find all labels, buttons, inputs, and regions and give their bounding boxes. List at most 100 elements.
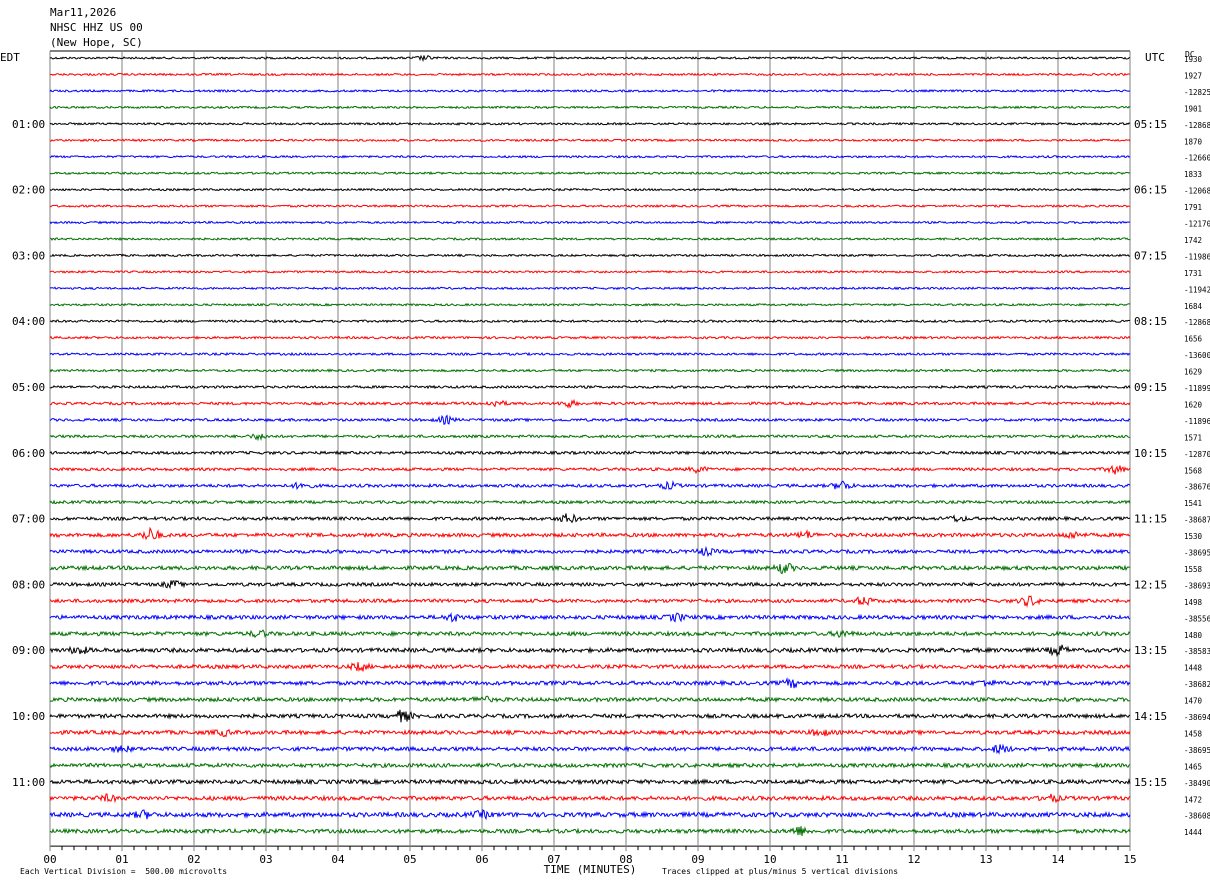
dc-offset-label: -38608 <box>1184 812 1210 821</box>
seismic-trace <box>49 743 1131 755</box>
utc-hour-label: 05:15 <box>1134 118 1167 131</box>
x-tick-label: 14 <box>1051 853 1065 866</box>
seismic-trace <box>49 513 1131 524</box>
seismic-trace <box>49 236 1131 241</box>
seismic-trace <box>49 793 1131 804</box>
x-tick-label: 04 <box>331 853 345 866</box>
dc-offset-label: 1465 <box>1184 762 1202 771</box>
seismic-trace <box>49 335 1131 340</box>
dc-offset-label: 1620 <box>1184 400 1203 409</box>
x-tick-label: 13 <box>979 853 992 866</box>
header-block: Mar11,2026 NHSC HHZ US 00 (New Hope, SC) <box>50 5 143 50</box>
seismic-trace <box>49 526 1131 541</box>
edt-hour-label: 02:00 <box>12 184 45 197</box>
seismic-trace <box>49 595 1131 608</box>
dc-offset-label: -38490 <box>1184 779 1210 788</box>
seismic-trace <box>49 778 1131 786</box>
utc-hour-label: 13:15 <box>1134 644 1167 657</box>
dc-offset-label: 1558 <box>1184 565 1203 574</box>
seismic-trace <box>49 629 1131 639</box>
dc-offset-label: -11942 <box>1184 285 1210 294</box>
dc-offset-label: -38556 <box>1184 614 1210 623</box>
dc-offset-label: -12660 <box>1184 154 1210 163</box>
utc-hour-label: 11:15 <box>1134 513 1167 526</box>
seismic-trace <box>49 450 1131 456</box>
edt-hour-label: 10:00 <box>12 710 45 723</box>
dc-offset-label: -38695 <box>1184 746 1210 755</box>
dc-offset-label: 1571 <box>1184 433 1202 442</box>
dc-offset-label: -12870 <box>1184 450 1210 459</box>
utc-hour-label: 15:15 <box>1134 776 1167 789</box>
dc-offset-label: 1480 <box>1184 631 1203 640</box>
x-tick-label: 06 <box>475 853 488 866</box>
dc-offset-label: 1458 <box>1184 729 1203 738</box>
seismic-trace <box>49 826 1131 836</box>
dc-offset-label: 1930 <box>1184 55 1203 64</box>
dc-offset-label: -38687 <box>1184 516 1210 525</box>
edt-hour-label: 11:00 <box>12 776 45 789</box>
seismic-trace <box>49 72 1131 77</box>
seismic-trace <box>49 269 1131 274</box>
seismic-trace <box>49 809 1131 821</box>
edt-hour-label: 07:00 <box>12 513 45 526</box>
seismic-trace <box>49 302 1131 307</box>
seismic-trace <box>49 414 1131 425</box>
dc-offset-label: -12068 <box>1184 187 1210 196</box>
seismic-trace <box>49 286 1131 291</box>
x-tick-label: 01 <box>115 853 128 866</box>
seismic-trace <box>49 253 1131 258</box>
seismic-trace <box>49 695 1131 704</box>
utc-hour-label: 14:15 <box>1134 710 1167 723</box>
dc-offset-label: 1742 <box>1184 236 1202 245</box>
seismic-trace <box>49 319 1131 324</box>
dc-offset-label: -38583 <box>1184 647 1210 656</box>
seismic-traces <box>49 54 1131 836</box>
seismic-trace <box>49 612 1131 623</box>
seismic-trace <box>49 676 1131 689</box>
dc-offset-label: 1731 <box>1184 269 1202 278</box>
edt-axis-label: EDT <box>0 51 20 64</box>
seismic-trace <box>49 662 1131 673</box>
seismic-trace <box>49 433 1131 442</box>
seismic-trace <box>49 384 1131 390</box>
dc-offset-label: 1472 <box>1184 795 1202 804</box>
x-tick-label: 15 <box>1123 853 1136 866</box>
edt-hour-label: 06:00 <box>12 447 45 460</box>
dc-offset-label: 1568 <box>1184 466 1203 475</box>
edt-hour-label: 09:00 <box>12 644 45 657</box>
dc-offset-label: -38693 <box>1184 581 1210 590</box>
utc-hour-label: 08:15 <box>1134 315 1167 328</box>
seismic-trace <box>49 464 1131 475</box>
clip-note: Traces clipped at plus/minus 5 vertical … <box>662 867 899 876</box>
seismic-trace <box>49 709 1131 723</box>
seismic-trace <box>49 644 1131 658</box>
utc-hour-label: 09:15 <box>1134 381 1167 394</box>
seismic-trace <box>49 54 1131 62</box>
x-tick-label: 10 <box>763 853 776 866</box>
seismic-trace <box>49 154 1131 159</box>
dc-column-label: DC <box>1185 50 1195 59</box>
dc-offset-label: 1498 <box>1184 598 1203 607</box>
dc-offset-label: 1927 <box>1184 71 1202 80</box>
x-tick-label: 02 <box>187 853 200 866</box>
seismic-trace <box>49 220 1131 225</box>
dc-offset-label: -12170 <box>1184 220 1210 229</box>
x-tick-label: 09 <box>691 853 704 866</box>
utc-hour-label: 06:15 <box>1134 184 1167 197</box>
dc-offset-label: 1629 <box>1184 368 1202 377</box>
edt-hour-label: 03:00 <box>12 249 45 262</box>
seismic-trace <box>49 398 1131 409</box>
station-label: NHSC HHZ US 00 <box>50 21 143 34</box>
dc-offset-label: -11899 <box>1184 384 1210 393</box>
utc-hour-label: 10:15 <box>1134 447 1167 460</box>
seismic-trace <box>49 171 1131 176</box>
dc-offset-label: 1870 <box>1184 137 1203 146</box>
minute-gridlines <box>49 50 1131 852</box>
seismic-trace <box>49 562 1131 575</box>
dc-offset-label: 1444 <box>1184 828 1203 837</box>
dc-offset-label: -11896 <box>1184 417 1210 426</box>
dc-offset-label: 1684 <box>1184 302 1203 311</box>
dc-offset-label: 1901 <box>1184 104 1202 113</box>
seismic-trace <box>49 545 1131 558</box>
dc-offset-label: -13600 <box>1184 351 1210 360</box>
